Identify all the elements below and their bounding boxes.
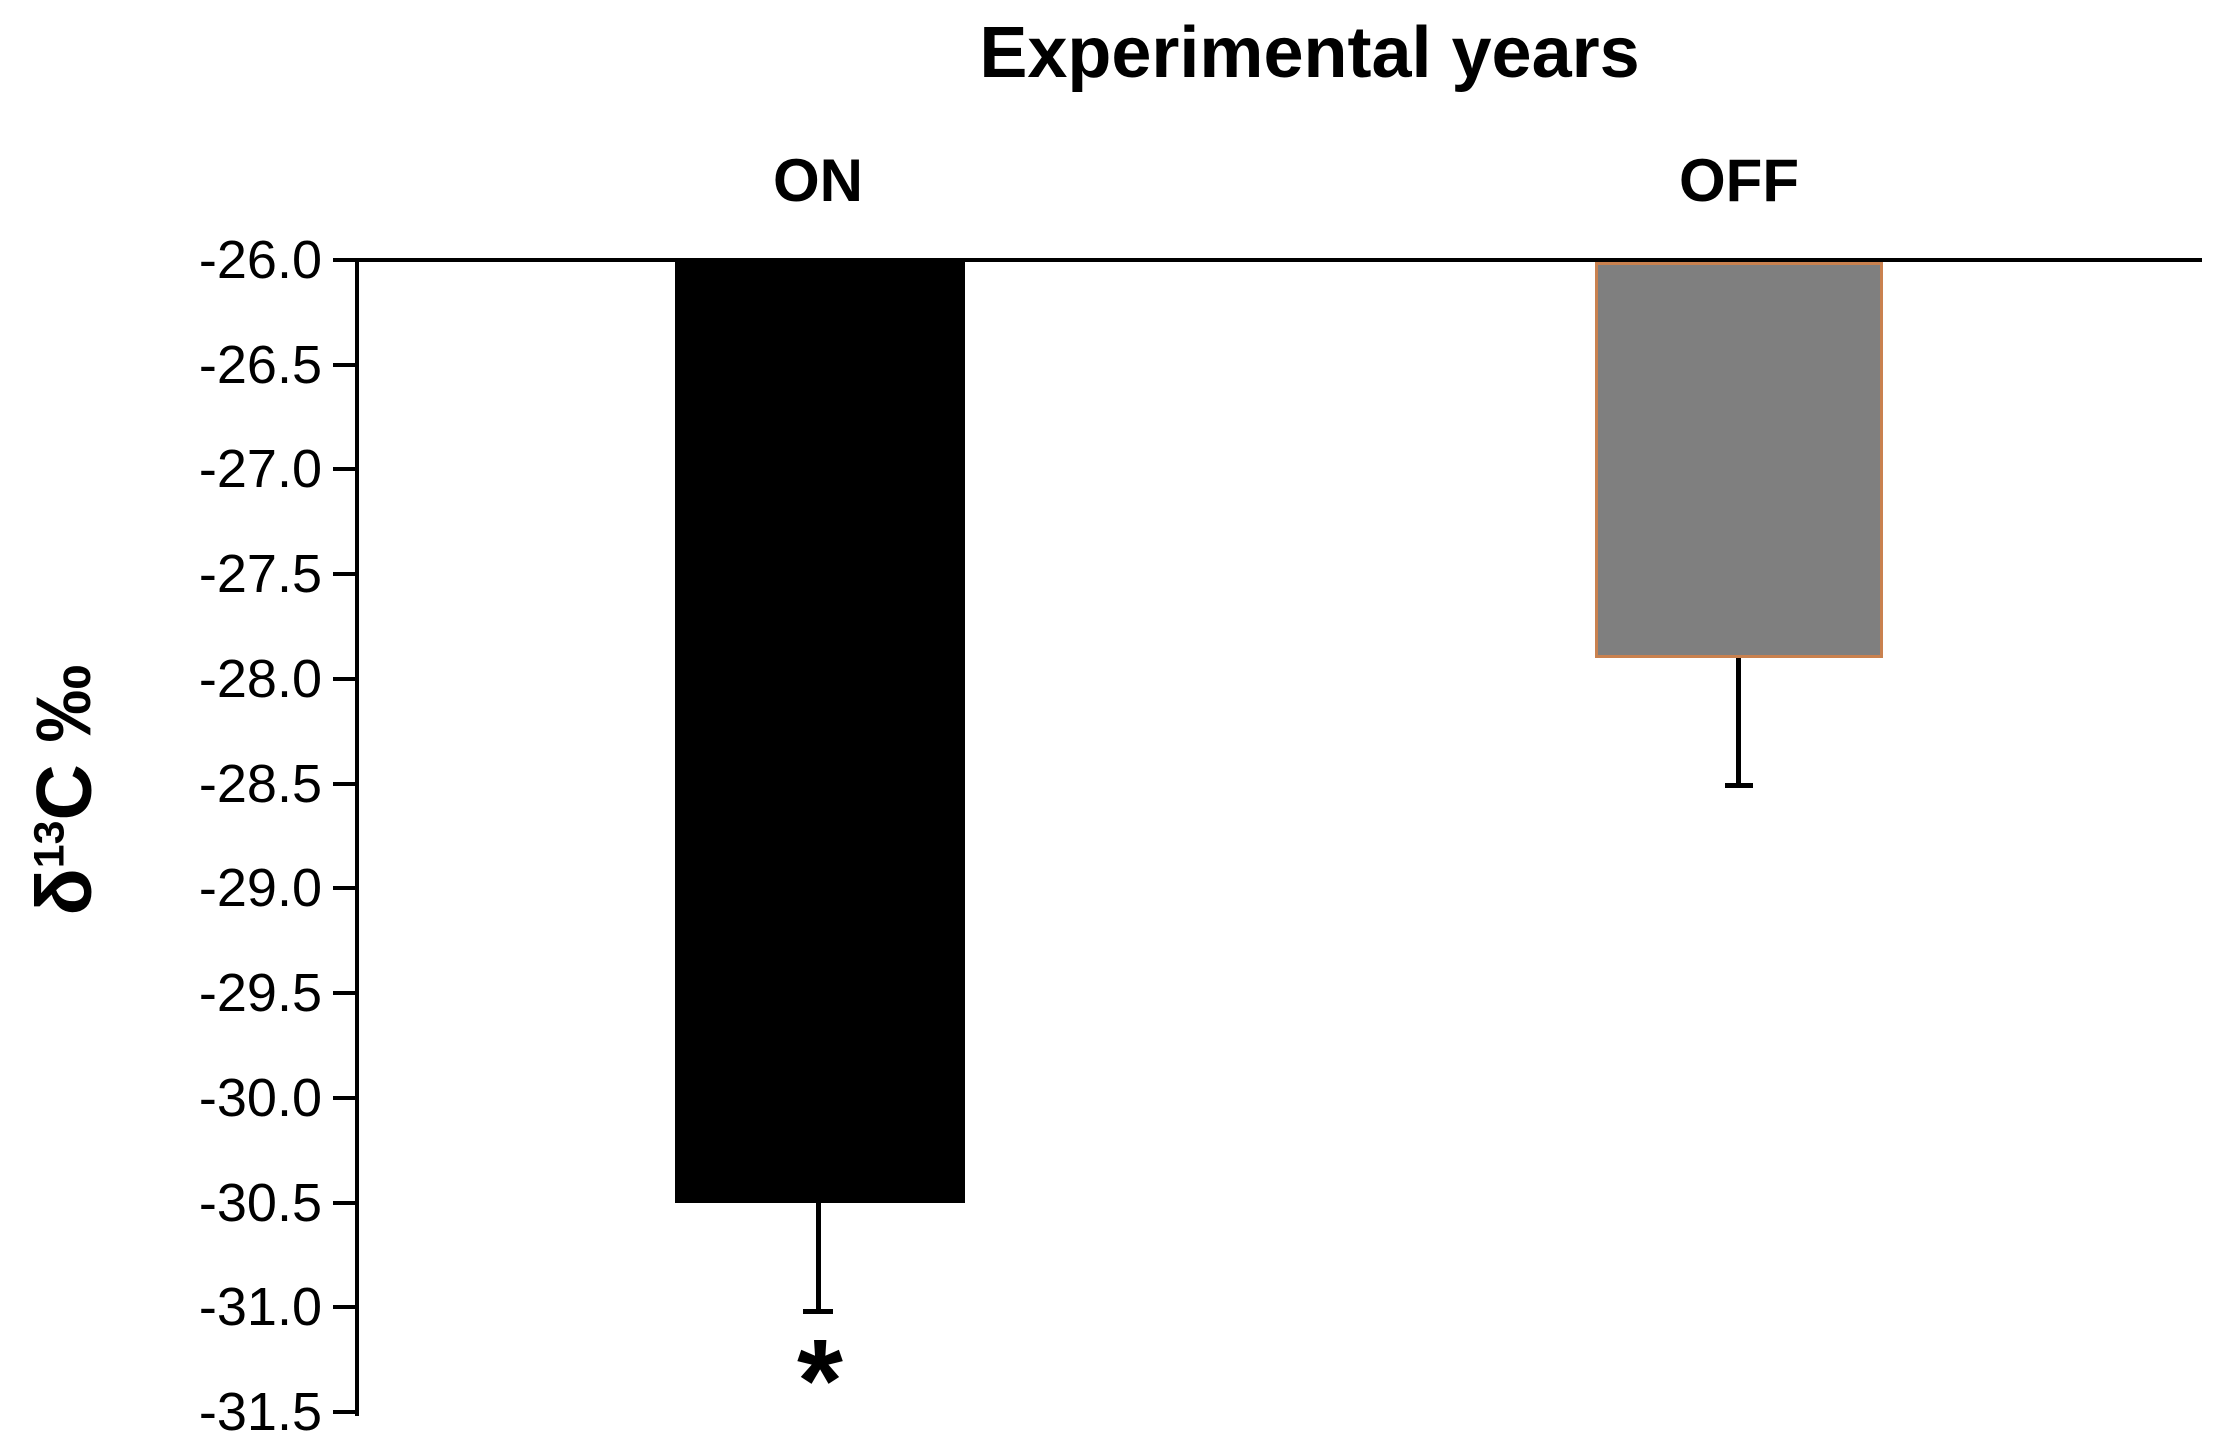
- bar-on: [675, 262, 965, 1203]
- y-tick-label: -29.5: [198, 963, 322, 1024]
- error-bar-on-cap: [803, 1309, 833, 1314]
- y-tick-label: -31.5: [198, 1382, 322, 1442]
- y-tick-mark: [333, 781, 355, 786]
- y-tick-label: -29.0: [198, 858, 322, 919]
- error-bar-on-line: [816, 1203, 821, 1314]
- category-label-on: ON: [773, 147, 863, 214]
- y-tick-mark: [333, 676, 355, 681]
- y-tick-mark: [333, 1200, 355, 1205]
- y-tick-mark: [333, 1305, 355, 1310]
- y-axis-line: [355, 258, 359, 1416]
- y-tick-label: -27.5: [198, 544, 322, 605]
- y-tick-mark: [333, 1095, 355, 1100]
- y-tick-mark: [333, 886, 355, 891]
- y-tick-label: -27.0: [198, 439, 322, 500]
- y-tick-label: -28.0: [198, 648, 322, 709]
- y-tick-label: -28.5: [198, 753, 322, 814]
- y-tick-label: -26.0: [198, 230, 322, 290]
- y-tick-mark: [333, 362, 355, 367]
- y-tick-mark: [333, 1410, 355, 1414]
- chart-title: Experimental years: [979, 13, 1640, 93]
- y-tick-mark: [333, 258, 355, 262]
- y-tick-label: -30.5: [198, 1172, 322, 1233]
- y-tick-mark: [333, 572, 355, 577]
- y-tick-label: -31.0: [198, 1277, 322, 1338]
- error-bar-off-cap: [1725, 783, 1753, 788]
- category-label-off: OFF: [1679, 147, 1799, 214]
- bar-off: [1595, 262, 1883, 658]
- significance-asterisk-icon: *: [797, 1315, 843, 1447]
- error-bar-off-line: [1736, 658, 1741, 788]
- y-tick-mark: [333, 467, 355, 472]
- y-tick-label: -30.0: [198, 1067, 322, 1128]
- y-tick-mark: [333, 991, 355, 996]
- x-axis-line: [355, 258, 2202, 262]
- y-tick-label: -26.5: [198, 334, 322, 395]
